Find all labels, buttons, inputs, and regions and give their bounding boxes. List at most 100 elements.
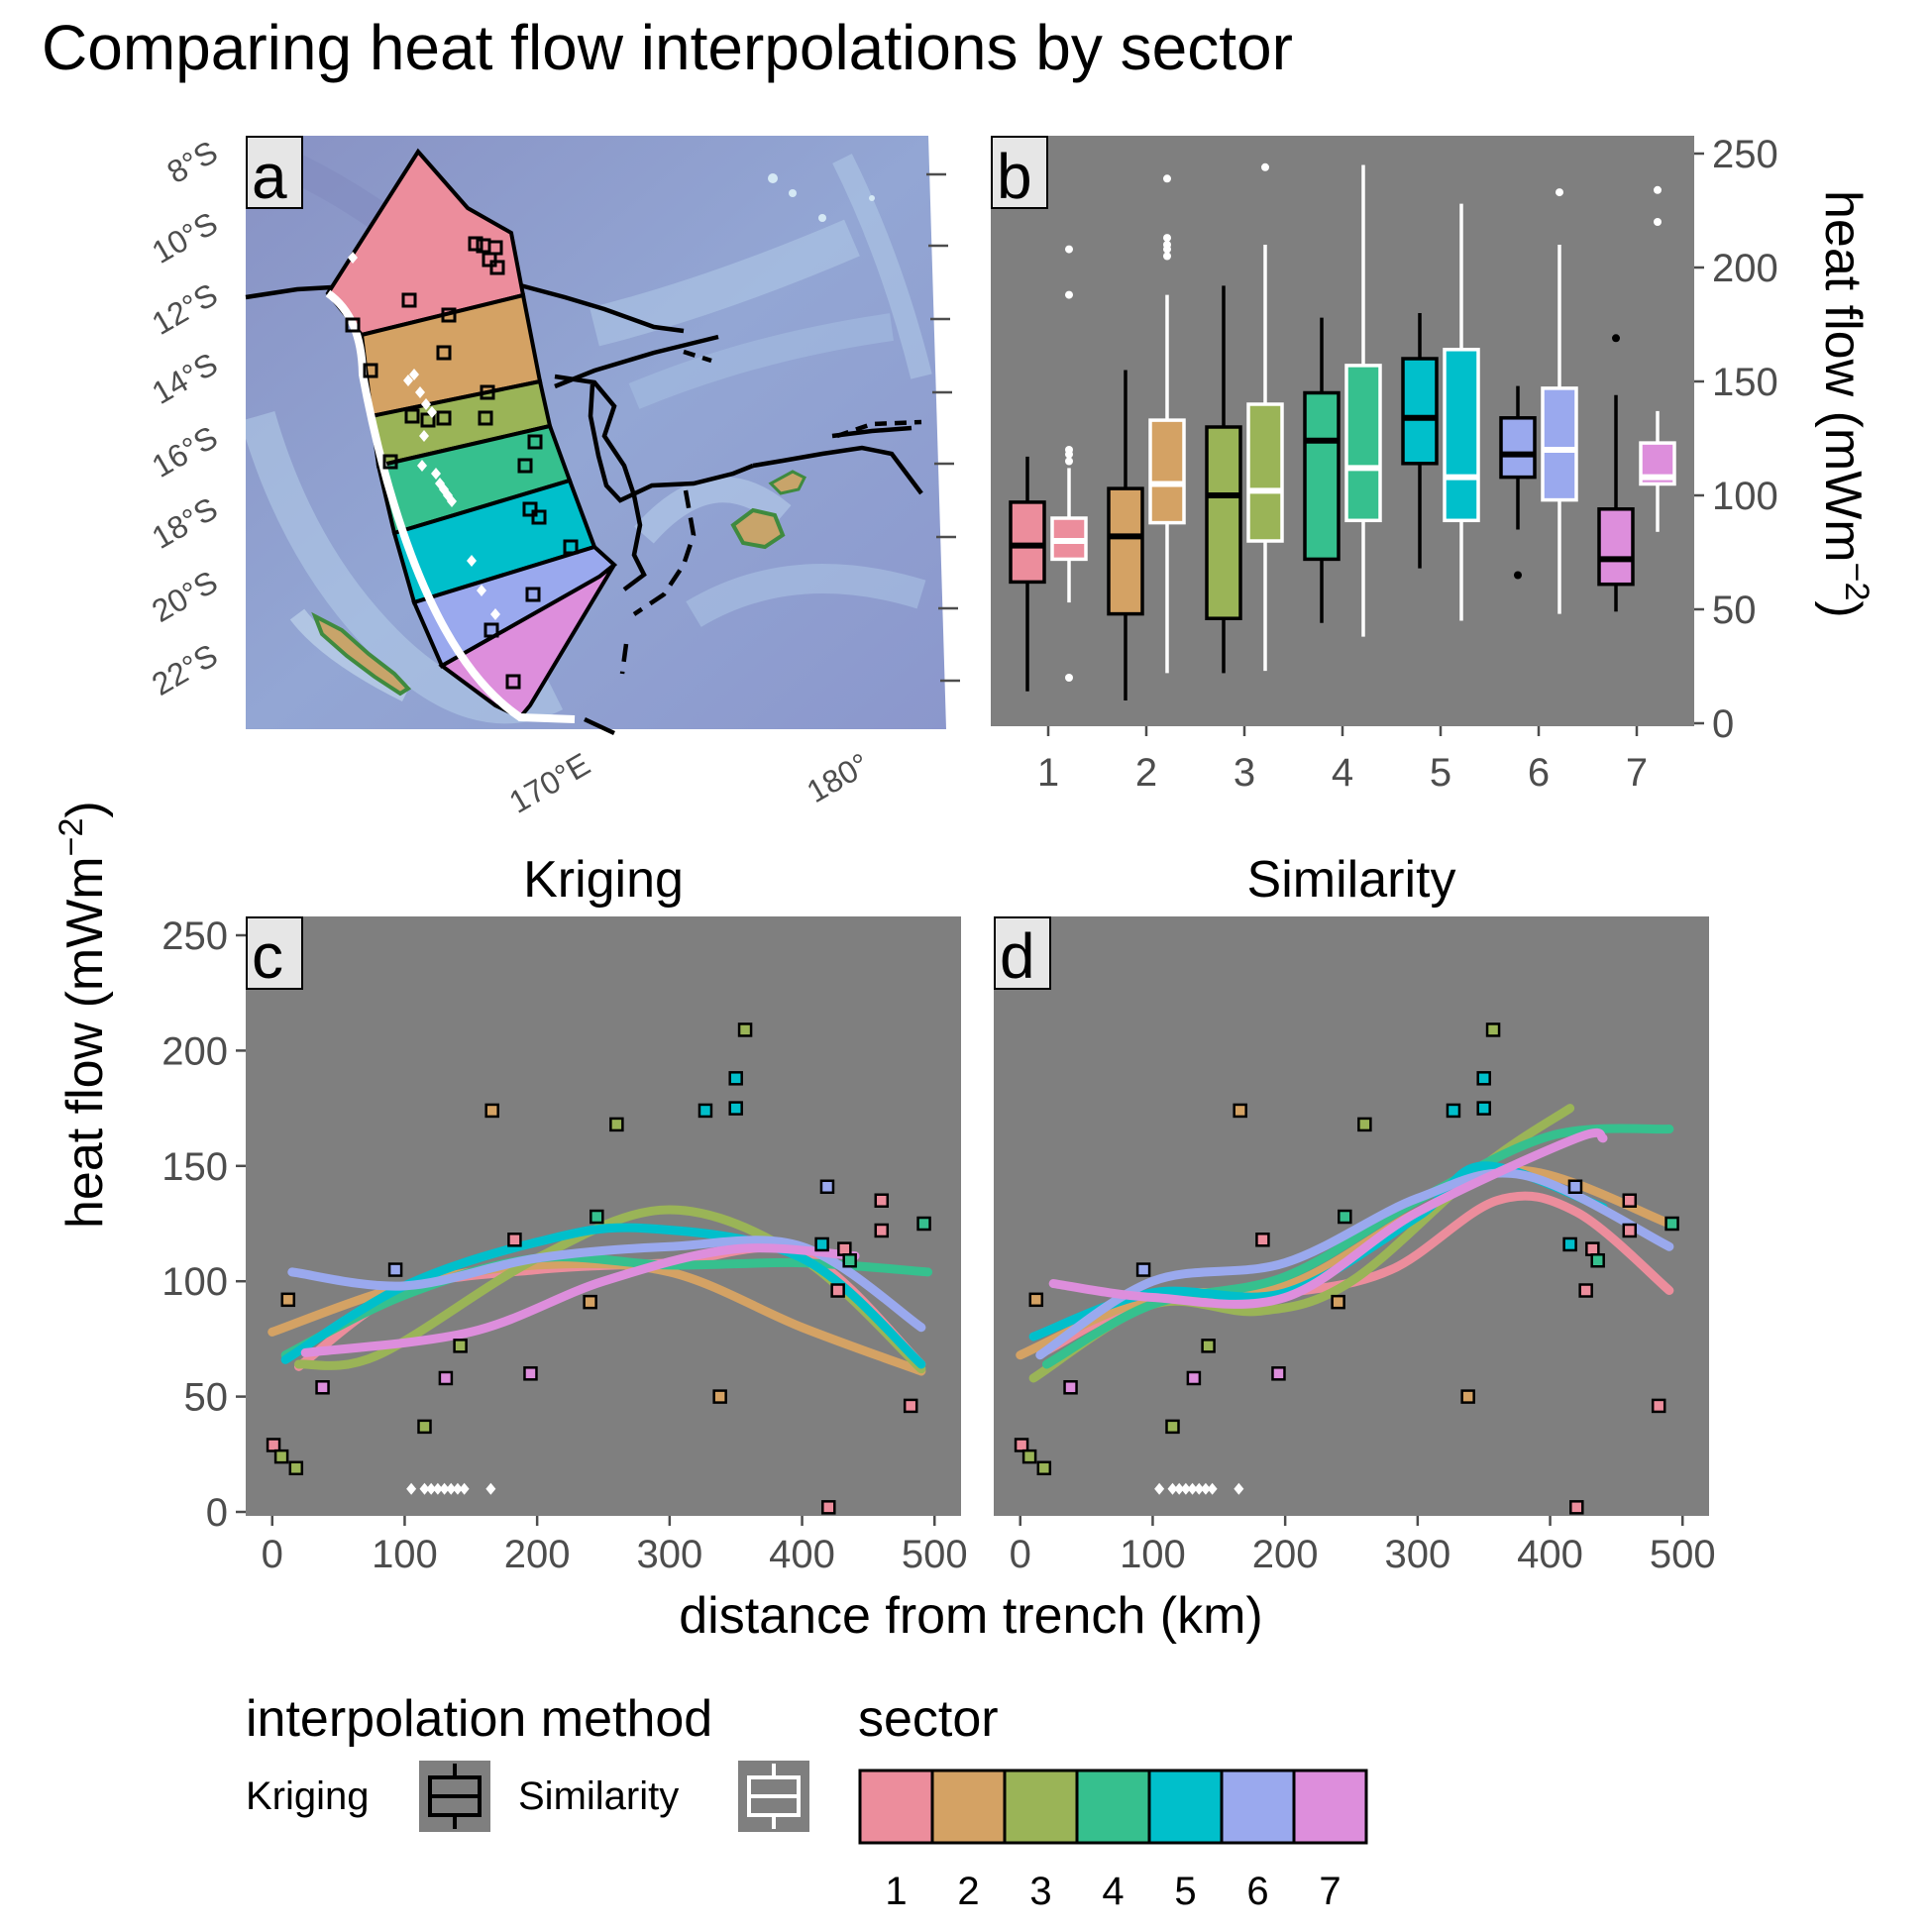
data-point <box>507 1233 522 1247</box>
heat-flow-site-icon <box>517 458 533 474</box>
y-tick-label: 100 <box>161 1260 228 1304</box>
y-tick-label: 250 <box>161 914 228 958</box>
box-kriging-sector-5 <box>1401 313 1439 569</box>
data-point <box>583 1294 597 1310</box>
panel-tag-a: a <box>246 136 303 212</box>
white-point <box>1187 1482 1198 1495</box>
data-point <box>590 1209 604 1225</box>
smooth-line-sector-2 <box>1016 1165 1674 1360</box>
box-similarity-sector-4 <box>1344 164 1382 637</box>
box-similarity-sector-1 <box>1050 245 1088 682</box>
white-point <box>459 1482 470 1495</box>
data-point <box>1186 1370 1202 1386</box>
smooth-line-sector-6 <box>1035 1168 1674 1360</box>
data-point <box>1357 1117 1372 1132</box>
box-outlier <box>1612 334 1620 343</box>
data-point <box>1233 1103 1247 1119</box>
boxplot-y-axis-title-main: heat flow (mWm <box>1814 190 1872 563</box>
data-point <box>438 1370 454 1386</box>
heat-flow-site-icon <box>382 454 398 470</box>
x-tick-label: 500 <box>1650 1533 1716 1576</box>
site-white-diamond <box>348 252 358 264</box>
map-lat-label: 12°S <box>146 276 223 342</box>
box-body <box>1401 357 1439 466</box>
y-tick-label: 0 <box>1712 702 1734 746</box>
white-point <box>446 1482 457 1495</box>
data-point <box>1585 1241 1600 1256</box>
sector-legend-swatch-1 <box>858 1769 934 1845</box>
heat-flow-site-icon <box>404 408 420 424</box>
data-point <box>1446 1103 1461 1119</box>
boxplot-y-axis-title: heat flow (mWm−2) <box>1814 190 1876 618</box>
data-point <box>288 1460 304 1476</box>
site-white-diamond <box>467 555 477 567</box>
data-point <box>387 1262 403 1277</box>
white-point <box>1200 1482 1211 1495</box>
map-lat-label: 18°S <box>146 490 223 556</box>
heat-flow-site-icon <box>345 317 361 333</box>
x-tick-label: 0 <box>1010 1533 1031 1576</box>
data-point <box>737 1022 753 1037</box>
bottom-x-axis-title: distance from trench (km) <box>679 1587 1263 1645</box>
data-point <box>1590 1252 1605 1268</box>
box-outlier <box>1654 185 1662 194</box>
data-point <box>1063 1380 1078 1395</box>
box-similarity-sector-2 <box>1148 174 1186 674</box>
island-fiji <box>730 507 786 550</box>
panel-tag-d-box <box>994 916 1051 990</box>
panel-tag-c-box <box>246 916 303 990</box>
box-outlier <box>1654 218 1662 226</box>
x-tick-label: 500 <box>902 1533 968 1576</box>
map-lat-label: 20°S <box>146 564 223 629</box>
data-point <box>1331 1294 1345 1310</box>
boxplot-background <box>991 136 1694 726</box>
x-tick-label: 2 <box>1135 751 1157 795</box>
legend-method-kriging: Kriging <box>246 1774 370 1818</box>
panel-tag-a-text: a <box>252 141 287 212</box>
data-point <box>453 1339 468 1353</box>
box-kriging-sector-4 <box>1303 317 1341 623</box>
map-lon-label: 180° <box>801 746 875 809</box>
x-tick-label: 200 <box>504 1533 571 1576</box>
box-outlier <box>1163 241 1171 249</box>
site-white-diamond <box>409 369 419 380</box>
box-body <box>1246 402 1284 543</box>
site-white-diamond <box>403 375 413 386</box>
sector-legend-label: 1 <box>885 1870 907 1913</box>
data-point <box>280 1292 296 1308</box>
data-point <box>273 1449 289 1464</box>
data-point <box>830 1283 845 1298</box>
sector-legend-label: 4 <box>1102 1870 1124 1913</box>
data-point <box>1562 1236 1577 1252</box>
facet-title: Similarity <box>1247 851 1456 909</box>
map-lat-label: 10°S <box>146 205 223 270</box>
heat-flow-site-icon <box>478 410 493 426</box>
white-point <box>1167 1482 1178 1495</box>
heat-flow-site-icon <box>468 236 483 252</box>
heat-flow-site-icon <box>436 345 452 361</box>
heat-flow-site-icon <box>525 587 541 602</box>
site-white-diamond <box>477 585 486 596</box>
site-white-diamond <box>421 398 431 410</box>
y-tick-label: 250 <box>1712 133 1778 176</box>
box-outlier <box>1514 571 1522 580</box>
data-point <box>874 1223 890 1238</box>
box-kriging-sector-1 <box>1009 456 1046 692</box>
box-outlier <box>1065 457 1073 466</box>
white-point <box>485 1482 496 1495</box>
box-body <box>1344 364 1382 523</box>
box-body <box>1303 390 1341 562</box>
box-body <box>1499 416 1537 480</box>
x-tick-label: 200 <box>1252 1533 1319 1576</box>
map-panel: 8°S 10°S12°S14°S 16°S18°S 20°S 22°S 170°E 180… <box>146 134 960 820</box>
data-point <box>1622 1223 1638 1238</box>
white-point <box>1207 1482 1218 1495</box>
sector-legend-swatch-3 <box>1003 1769 1079 1845</box>
data-point <box>1651 1398 1666 1414</box>
smooth-line-sector-6 <box>287 1235 926 1333</box>
x-tick-label: 100 <box>372 1533 438 1576</box>
panel-tag-c: c <box>246 916 303 992</box>
site-white-diamond <box>431 468 441 480</box>
sector-polygons <box>325 148 618 720</box>
